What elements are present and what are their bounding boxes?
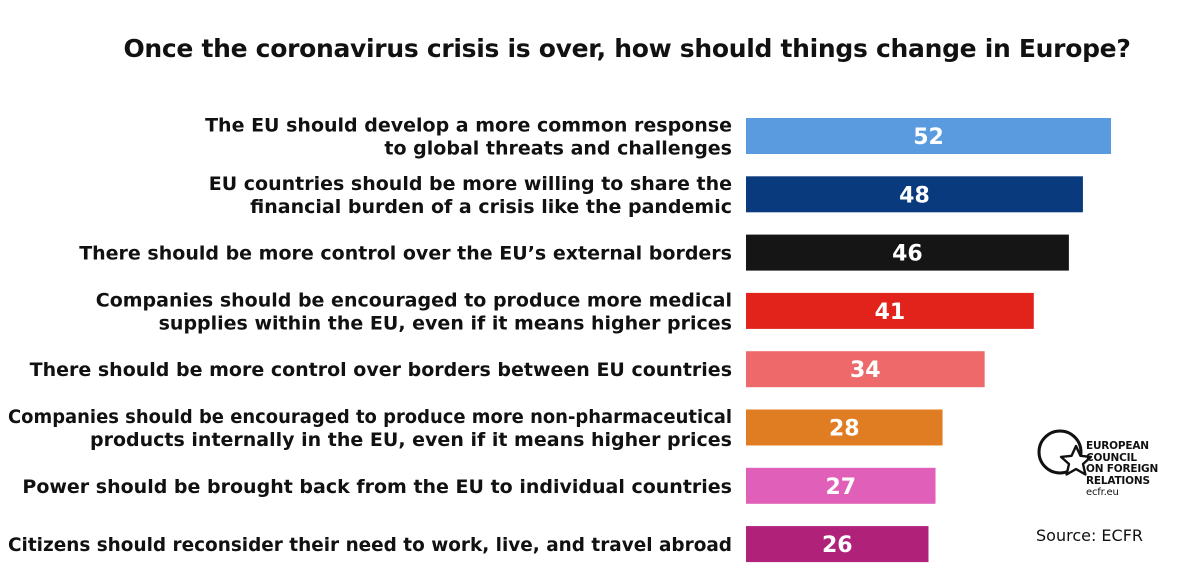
- category-label: There should be more control over the EU…: [79, 243, 732, 265]
- bar-value-label: 48: [899, 183, 930, 208]
- category-label: There should be more control over border…: [30, 359, 732, 381]
- bar: [746, 409, 943, 446]
- bar-value-label: 46: [892, 242, 923, 267]
- bar: [746, 467, 936, 504]
- category-label: to global threats and challenges: [384, 138, 732, 160]
- category-label: financial burden of a crisis like the pa…: [250, 196, 732, 218]
- category-label: Citizens should reconsider their need to…: [8, 534, 732, 556]
- bar: [746, 351, 985, 388]
- bar-value-label: 26: [822, 533, 853, 558]
- category-label: supplies within the EU, even if it means…: [159, 312, 732, 334]
- bar: [746, 234, 1069, 271]
- bar-value-label: 52: [913, 125, 944, 150]
- logo-line: RELATIONS: [1086, 474, 1150, 487]
- category-label: Power should be brought back from the EU…: [22, 476, 732, 498]
- ecfr-star-circle-icon: [1037, 429, 1093, 476]
- ecfr-logo-text: EUROPEAN COUNCIL ON FOREIGN RELATIONS ec…: [1086, 440, 1159, 499]
- logo-line: COUNCIL: [1086, 451, 1137, 464]
- logo-line: EUROPEAN: [1086, 440, 1149, 452]
- bar-value-label: 28: [829, 417, 860, 442]
- category-label: The EU should develop a more common resp…: [205, 115, 732, 137]
- category-label: Companies should be encouraged to produc…: [96, 289, 732, 311]
- source-note: Source: ECFR: [1036, 526, 1144, 545]
- logo-line: ON FOREIGN: [1086, 463, 1159, 475]
- category-label: Companies should be encouraged to produc…: [8, 406, 732, 428]
- bar: [746, 118, 1111, 154]
- bar-value-label: 34: [850, 358, 881, 383]
- category-label: EU countries should be more willing to s…: [209, 173, 732, 195]
- bar: [746, 292, 1034, 329]
- bar: [746, 526, 929, 563]
- bar: [746, 176, 1083, 213]
- bar-value-label: 41: [875, 300, 906, 325]
- logo-url: ecfr.eu: [1086, 487, 1119, 498]
- category-label: products internally in the EU, even if i…: [90, 429, 732, 451]
- bar-value-label: 27: [825, 475, 856, 500]
- chart-title: Once the coronavirus crisis is over, how…: [123, 34, 1131, 63]
